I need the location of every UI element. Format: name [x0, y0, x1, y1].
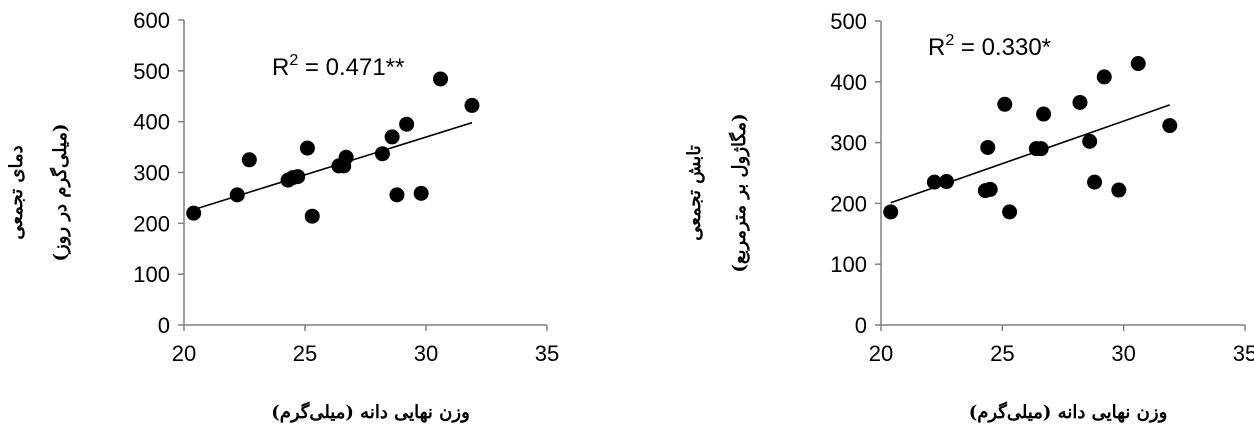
scatter-chart-1: 0 100 200 300 400 500 600 20 25 30 35 R2 = 0.471** و…: [6, 8, 559, 423]
data-point: [1033, 141, 1049, 157]
x-axis-title: وزن نهایی دانه (میلی‌گرم): [969, 401, 1168, 423]
data-point: [290, 169, 306, 185]
data-point: [980, 139, 996, 155]
x-tick-label: 20: [172, 341, 196, 366]
data-point: [982, 181, 998, 197]
data-point: [997, 96, 1013, 112]
data-point: [1036, 106, 1052, 122]
x-tick-label: 25: [293, 341, 317, 366]
data-point: [413, 185, 429, 201]
data-point: [1072, 94, 1088, 110]
y-tick-label: 500: [133, 59, 170, 84]
data-point: [1002, 204, 1018, 220]
y-tick-label: 0: [158, 313, 170, 338]
data-point: [939, 174, 955, 190]
data-point: [464, 97, 480, 113]
data-point: [433, 71, 449, 87]
y-tick-label: 400: [830, 70, 867, 95]
y-axis-title-line-1: دمای تجمعی: [6, 145, 27, 239]
y-tick-label: 400: [133, 110, 170, 135]
data-point: [389, 187, 405, 203]
data-point: [1082, 133, 1098, 149]
y-tick-label: 300: [133, 161, 170, 186]
y-tick-label: 600: [133, 8, 170, 33]
y-tick-label: 200: [830, 191, 867, 216]
y-tick-label: 500: [830, 9, 867, 34]
data-point: [883, 204, 899, 220]
x-tick-label: 35: [1233, 341, 1254, 366]
y-axis-title-line-1: تابش تجمعی: [684, 145, 705, 240]
y-tick-label: 100: [133, 262, 170, 287]
data-point: [1087, 174, 1103, 190]
x-tick-label: 35: [535, 341, 559, 366]
x-tick-label: 20: [869, 341, 893, 366]
y-tick-label: 300: [830, 131, 867, 156]
x-tick-label: 30: [414, 341, 438, 366]
data-point: [299, 140, 315, 156]
y-tick-label: 100: [830, 252, 867, 277]
y-tick-label: 0: [855, 313, 867, 338]
r-squared-label: R2 = 0.471**: [272, 52, 404, 81]
data-point: [186, 205, 202, 221]
x-tick-label: 25: [990, 341, 1014, 366]
data-point: [1130, 56, 1146, 72]
data-point: [1111, 182, 1127, 198]
data-point: [1162, 118, 1178, 134]
data-point: [229, 187, 245, 203]
data-point: [338, 149, 354, 165]
x-axis-title: وزن نهایی دانه (میلی‌گرم): [271, 401, 470, 423]
data-point: [399, 116, 415, 132]
y-tick-label: 200: [133, 211, 170, 236]
data-point: [1096, 69, 1112, 85]
y-axis-title-line-2: (میلی‌گرم در روز): [49, 123, 71, 261]
data-point: [384, 129, 400, 145]
y-axis-title-line-2: (مگاژول بر مترمربع): [728, 113, 750, 272]
data-point: [374, 146, 390, 162]
data-point: [926, 174, 942, 190]
data-point: [304, 208, 320, 224]
r-squared-label: R2 = 0.330*: [928, 32, 1051, 61]
scatter-chart-2: 0 100 200 300 400 500 20 25 30 35 R2 = 0.330* وزن ن…: [684, 9, 1254, 423]
data-point: [241, 152, 257, 168]
x-tick-label: 30: [1111, 341, 1135, 366]
